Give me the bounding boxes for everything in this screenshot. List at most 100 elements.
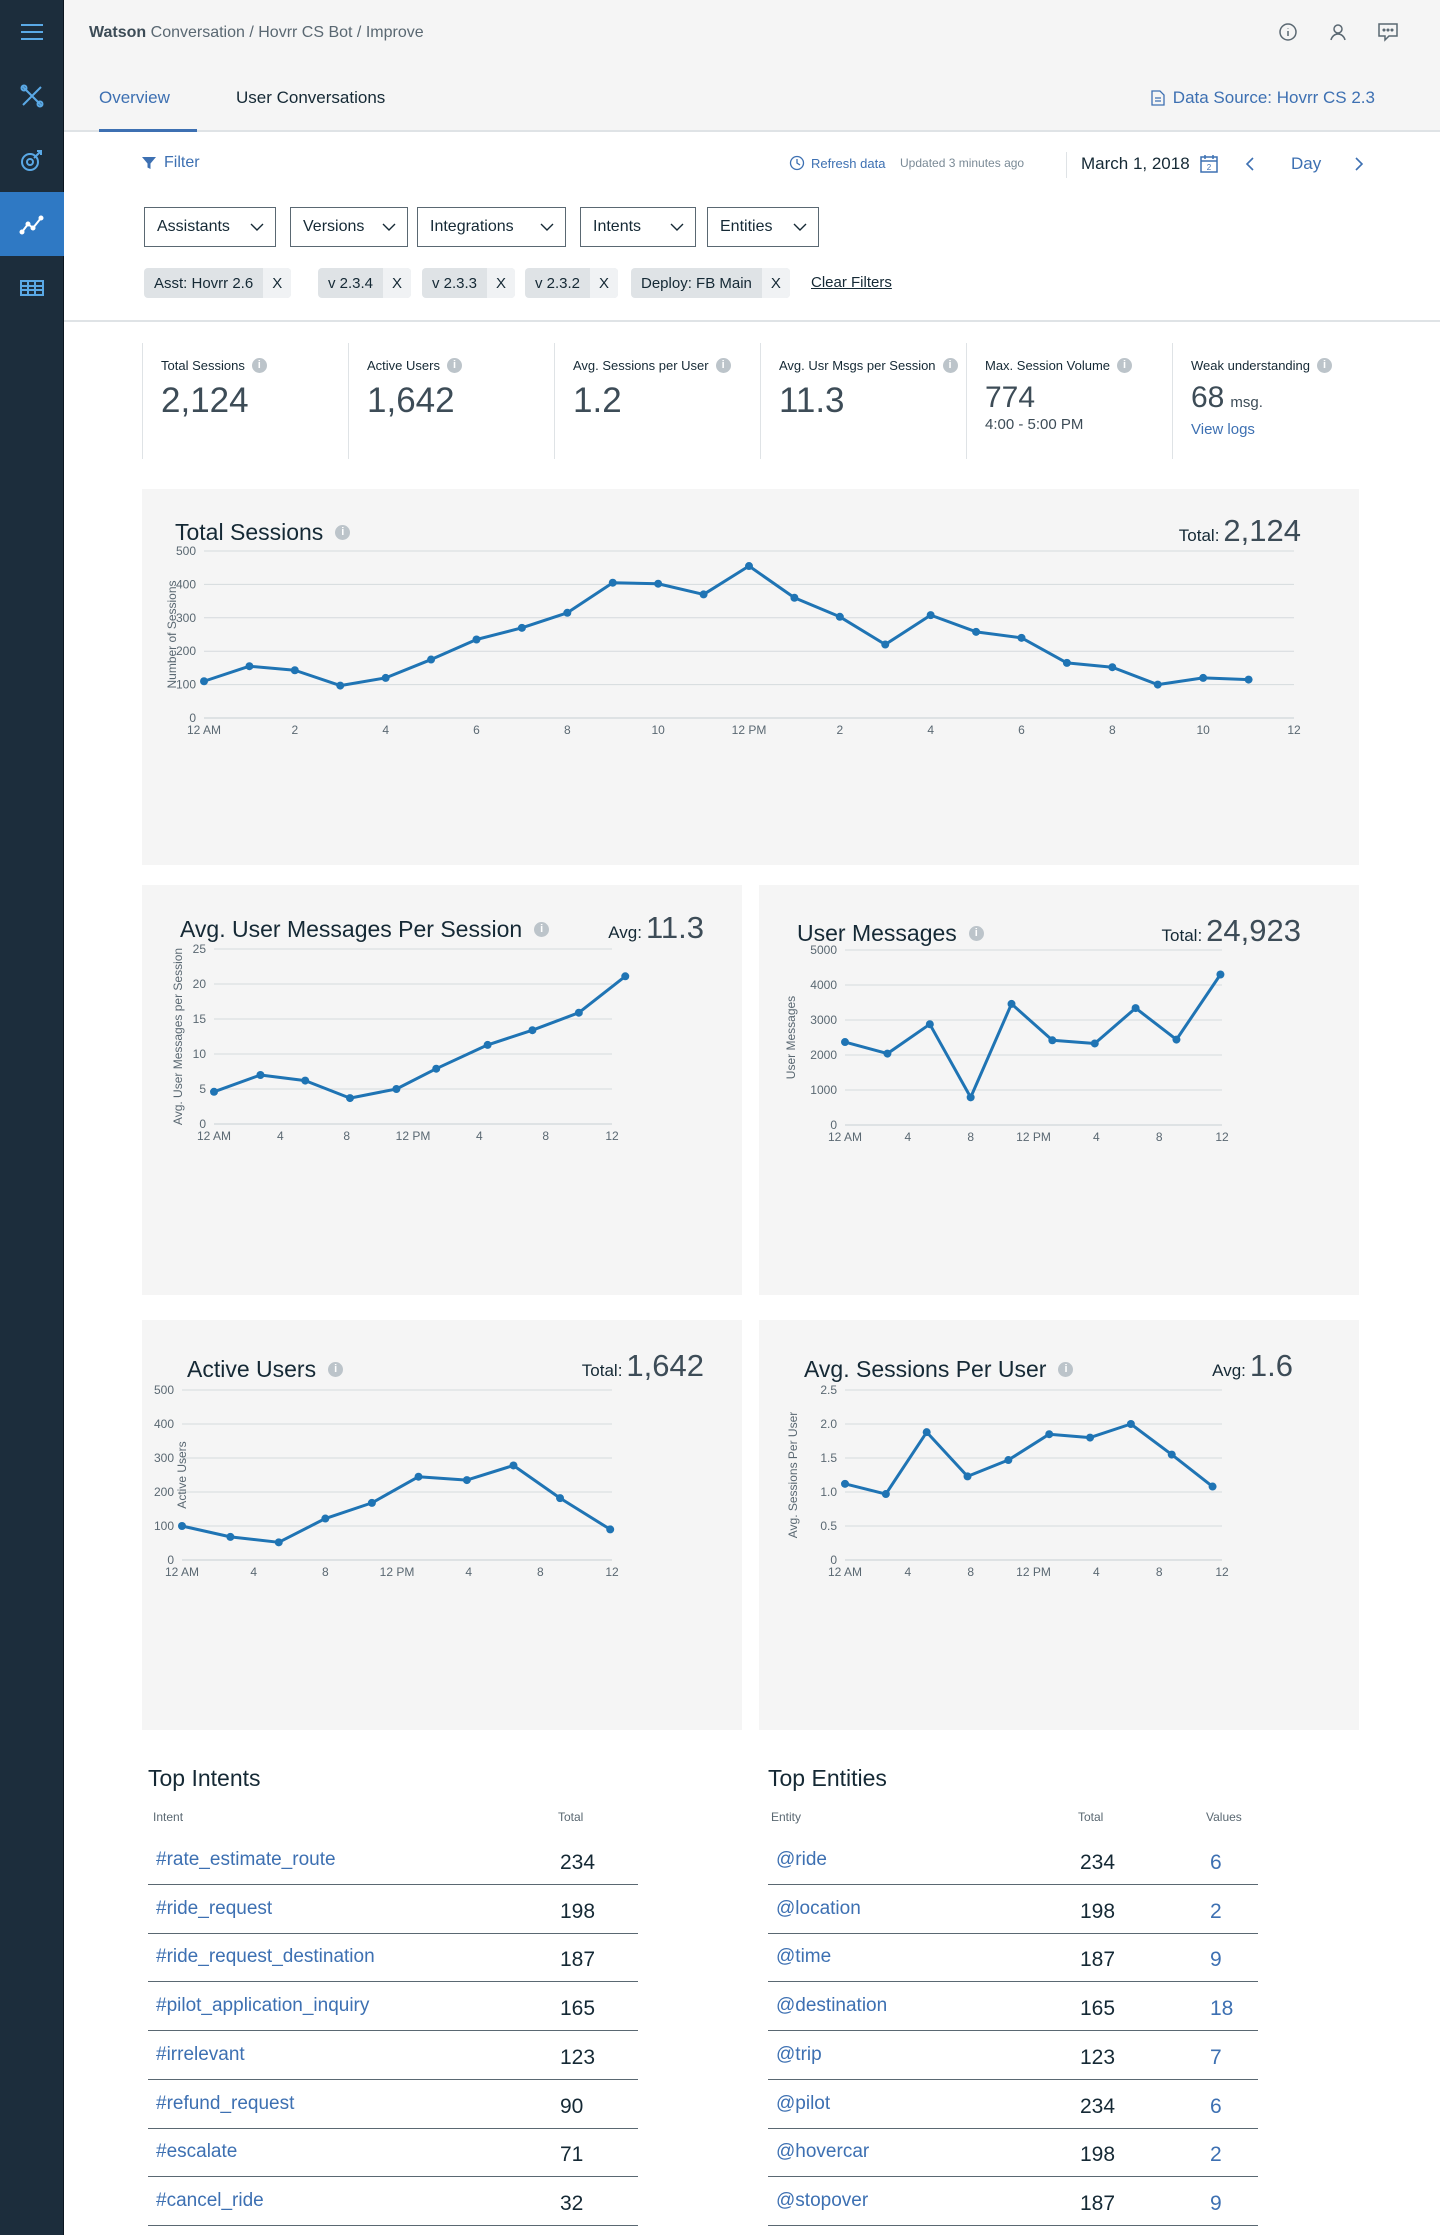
period-selector[interactable]: Day: [1291, 154, 1322, 173]
data-point[interactable]: [1048, 1036, 1057, 1045]
row-values-link[interactable]: 2: [1210, 1899, 1222, 1923]
calendar-icon[interactable]: 2: [1199, 154, 1219, 174]
data-point[interactable]: [922, 1428, 931, 1437]
data-point[interactable]: [1090, 1039, 1099, 1048]
data-point[interactable]: [1244, 675, 1253, 684]
data-point[interactable]: [1004, 1456, 1013, 1465]
entity-link[interactable]: @location: [776, 1897, 861, 1919]
data-point[interactable]: [881, 1490, 890, 1499]
data-point[interactable]: [699, 590, 708, 599]
data-point[interactable]: [621, 972, 630, 981]
tab-overview[interactable]: Overview: [99, 88, 170, 107]
entity-link[interactable]: @pilot: [776, 2092, 831, 2114]
data-point[interactable]: [321, 1514, 330, 1523]
data-point[interactable]: [1108, 663, 1117, 672]
data-point[interactable]: [414, 1472, 423, 1481]
data-point[interactable]: [972, 627, 981, 636]
data-point[interactable]: [381, 673, 390, 682]
data-point[interactable]: [427, 655, 436, 664]
chip-close-button[interactable]: X: [487, 268, 516, 298]
data-point[interactable]: [883, 1049, 892, 1058]
row-values-link[interactable]: 6: [1210, 2094, 1222, 2118]
data-point[interactable]: [966, 1093, 975, 1102]
data-point[interactable]: [517, 623, 526, 632]
intent-link[interactable]: #pilot_application_inquiry: [156, 1995, 370, 2017]
info-icon[interactable]: i: [715, 358, 731, 373]
data-source-link[interactable]: Data Source: Hovrr CS 2.3: [1151, 88, 1375, 108]
data-point[interactable]: [841, 1479, 849, 1488]
data-point[interactable]: [274, 1538, 283, 1547]
data-point[interactable]: [301, 1076, 310, 1085]
data-point[interactable]: [256, 1071, 265, 1079]
info-icon[interactable]: i: [968, 926, 984, 941]
entity-link[interactable]: @ride: [776, 1849, 827, 1870]
info-icon[interactable]: i: [534, 922, 550, 937]
info-icon[interactable]: i: [446, 358, 462, 373]
data-point[interactable]: [200, 677, 208, 686]
data-point[interactable]: [926, 611, 935, 620]
data-point[interactable]: [1216, 970, 1225, 979]
data-point[interactable]: [1086, 1433, 1095, 1442]
dropdown-intents[interactable]: Intents: [580, 207, 696, 247]
data-point[interactable]: [835, 612, 844, 621]
data-point[interactable]: [472, 635, 481, 644]
info-icon[interactable]: i: [328, 1362, 344, 1377]
entity-link[interactable]: @stopover: [776, 2189, 869, 2211]
sidebar-item-improve[interactable]: [0, 128, 64, 192]
chip-close-button[interactable]: X: [263, 268, 292, 298]
data-point[interactable]: [462, 1476, 471, 1485]
dropdown-versions[interactable]: Versions: [290, 207, 408, 247]
data-point[interactable]: [963, 1472, 972, 1481]
intent-link[interactable]: #escalate: [156, 2141, 238, 2163]
data-point[interactable]: [345, 1094, 354, 1103]
data-point[interactable]: [290, 666, 299, 675]
user-icon[interactable]: [1326, 20, 1350, 44]
info-icon[interactable]: i: [251, 358, 267, 373]
row-values-link[interactable]: 6: [1210, 1851, 1222, 1874]
data-point[interactable]: [528, 1026, 537, 1035]
dropdown-entities[interactable]: Entities: [707, 207, 819, 247]
sidebar-item-deploy[interactable]: [0, 256, 64, 320]
intent-link[interactable]: #ride_request: [156, 1897, 273, 1919]
data-point[interactable]: [1045, 1430, 1054, 1439]
intent-link[interactable]: #irrelevant: [156, 2043, 245, 2065]
row-values-link[interactable]: 9: [1210, 1948, 1222, 1972]
chevron-left-icon[interactable]: [1242, 152, 1258, 176]
data-point[interactable]: [1199, 673, 1208, 682]
data-point[interactable]: [367, 1498, 376, 1507]
info-icon[interactable]: i: [1058, 1362, 1074, 1377]
info-icon[interactable]: i: [335, 525, 351, 540]
row-values-link[interactable]: 9: [1210, 2191, 1222, 2215]
refresh-data-button[interactable]: Refresh data: [789, 155, 885, 171]
data-point[interactable]: [1167, 1450, 1176, 1459]
entity-link[interactable]: @hovercar: [776, 2141, 870, 2163]
data-point[interactable]: [563, 608, 572, 617]
chat-icon[interactable]: [1376, 20, 1400, 44]
data-point[interactable]: [925, 1020, 934, 1029]
data-point[interactable]: [178, 1522, 186, 1530]
info-icon[interactable]: i: [1117, 358, 1133, 373]
data-point[interactable]: [608, 578, 617, 587]
view-logs-link[interactable]: View logs: [1191, 421, 1255, 438]
data-point[interactable]: [432, 1064, 441, 1073]
data-point[interactable]: [1208, 1482, 1217, 1491]
data-point[interactable]: [1153, 680, 1162, 689]
intent-link[interactable]: #cancel_ride: [156, 2189, 264, 2211]
row-values-link[interactable]: 2: [1210, 2143, 1222, 2167]
row-values-link[interactable]: 7: [1210, 2045, 1222, 2069]
data-point[interactable]: [1126, 1420, 1135, 1428]
data-point[interactable]: [245, 662, 254, 671]
data-point[interactable]: [606, 1525, 615, 1534]
clear-filters-link[interactable]: Clear Filters: [811, 274, 892, 291]
entity-link[interactable]: @destination: [776, 1995, 888, 2017]
data-point[interactable]: [1131, 1004, 1140, 1013]
row-values-link[interactable]: 18: [1210, 1997, 1234, 2021]
data-point[interactable]: [881, 640, 890, 649]
info-icon[interactable]: i: [942, 358, 958, 373]
chip-close-button[interactable]: X: [761, 268, 790, 298]
data-point[interactable]: [1062, 658, 1071, 667]
data-point[interactable]: [392, 1085, 401, 1093]
data-point[interactable]: [1007, 999, 1016, 1008]
chevron-right-icon[interactable]: [1351, 152, 1367, 176]
chip-close-button[interactable]: X: [590, 268, 619, 298]
